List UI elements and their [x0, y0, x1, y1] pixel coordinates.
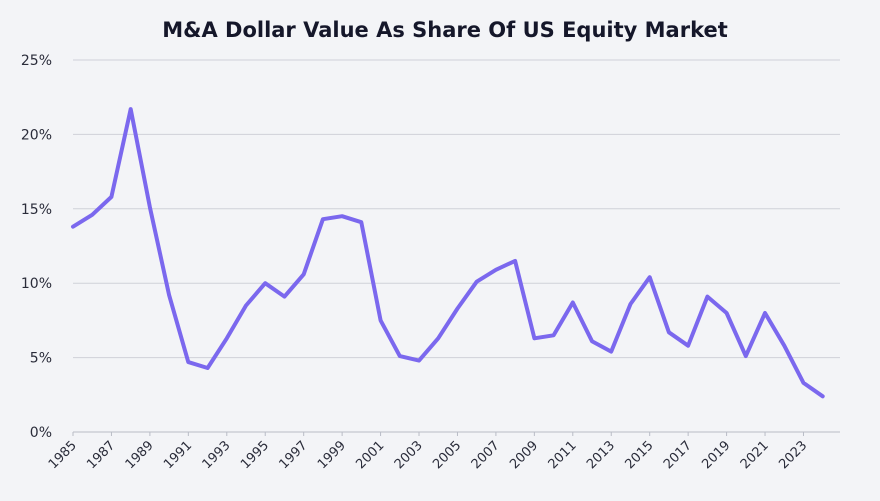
- y-tick-label: 15%: [21, 202, 52, 218]
- series-layer: [71, 107, 825, 399]
- gridlines: [73, 59, 840, 433]
- y-tick-label: 10%: [21, 276, 52, 292]
- y-axis-ticks: 0% 5% 10% 15% 20% 25%: [21, 53, 52, 441]
- series-line: [71, 107, 825, 399]
- y-tick-label: 5%: [30, 351, 52, 367]
- y-tick-label: 20%: [21, 127, 52, 143]
- chart-title: M&A Dollar Value As Share Of US Equity M…: [162, 18, 728, 42]
- y-tick-label: 25%: [21, 53, 52, 69]
- y-tick-label: 0%: [30, 425, 52, 441]
